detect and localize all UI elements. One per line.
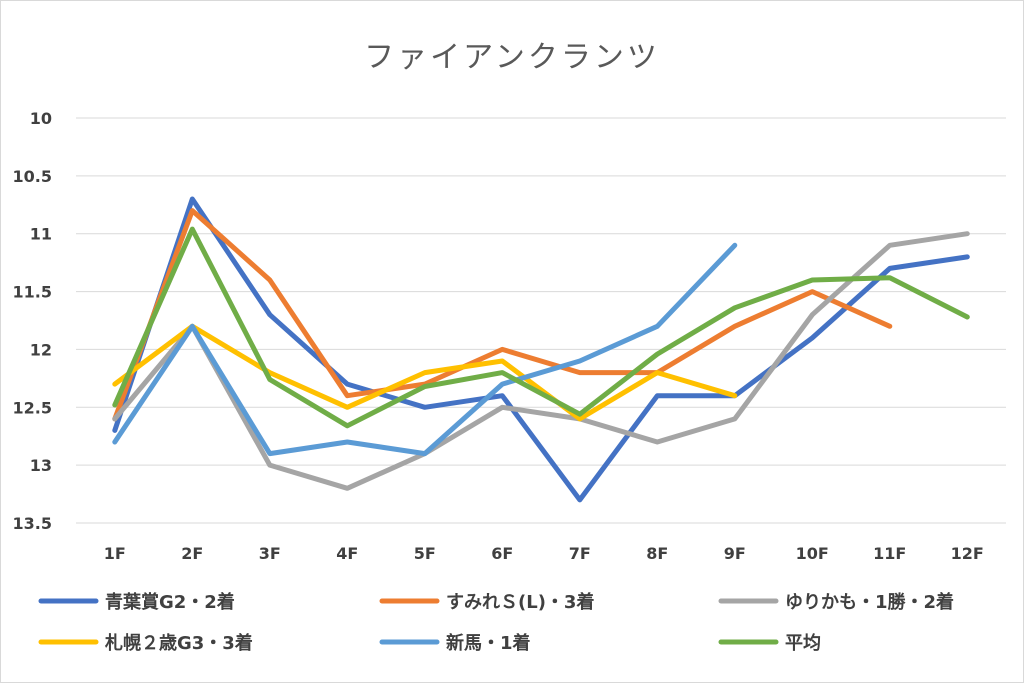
- y-axis-ticks: 10 10.5 11 11.5 12 12.5 13 13.5: [13, 109, 52, 533]
- legend-label: 新馬・1着: [446, 632, 531, 654]
- series-line-1: [112, 196, 970, 503]
- series-line-3: [112, 231, 970, 491]
- x-tick-label: 12F: [951, 544, 984, 563]
- legend-label: 青葉賞G2・2着: [105, 591, 235, 613]
- y-tick-label: 12: [30, 340, 52, 359]
- legend-label: 平均: [785, 632, 821, 654]
- chart-title: ファイアンクランツ: [364, 40, 660, 75]
- x-axis-ticks: 1F 2F 3F 4F 5F 6F 7F 8F 9F 10F 11F 12F: [104, 544, 984, 563]
- series-line-4: [112, 323, 738, 422]
- x-tick-label: 5F: [414, 544, 436, 563]
- series-line-5: [112, 242, 738, 457]
- x-tick-label: 7F: [569, 544, 591, 563]
- series-line-2: [112, 208, 893, 422]
- x-tick-label: 8F: [646, 544, 668, 563]
- legend-label: 札幌２歳G3・3着: [104, 632, 253, 654]
- gridlines: [76, 117, 1006, 524]
- x-tick-label: 6F: [491, 544, 513, 563]
- legend-label: ゆりかも・1勝・2着: [785, 591, 954, 613]
- y-tick-label: 10.5: [13, 167, 52, 186]
- x-tick-label: 1F: [104, 544, 126, 563]
- series-lines: [112, 196, 970, 503]
- x-tick-label: 10F: [796, 544, 829, 563]
- x-tick-label: 2F: [181, 544, 203, 563]
- x-tick-label: 11F: [873, 544, 906, 563]
- y-tick-label: 13.5: [13, 514, 52, 533]
- x-tick-label: 4F: [336, 544, 358, 563]
- x-tick-label: 9F: [724, 544, 746, 563]
- series-line-6: [112, 226, 970, 429]
- y-tick-label: 11: [30, 225, 52, 244]
- y-tick-label: 10: [30, 109, 52, 128]
- legend-label: すみれＳ(L)・3着: [446, 591, 594, 613]
- y-tick-label: 12.5: [13, 398, 52, 417]
- y-tick-label: 11.5: [13, 283, 52, 302]
- x-tick-label: 3F: [259, 544, 281, 563]
- y-tick-label: 13: [30, 456, 52, 475]
